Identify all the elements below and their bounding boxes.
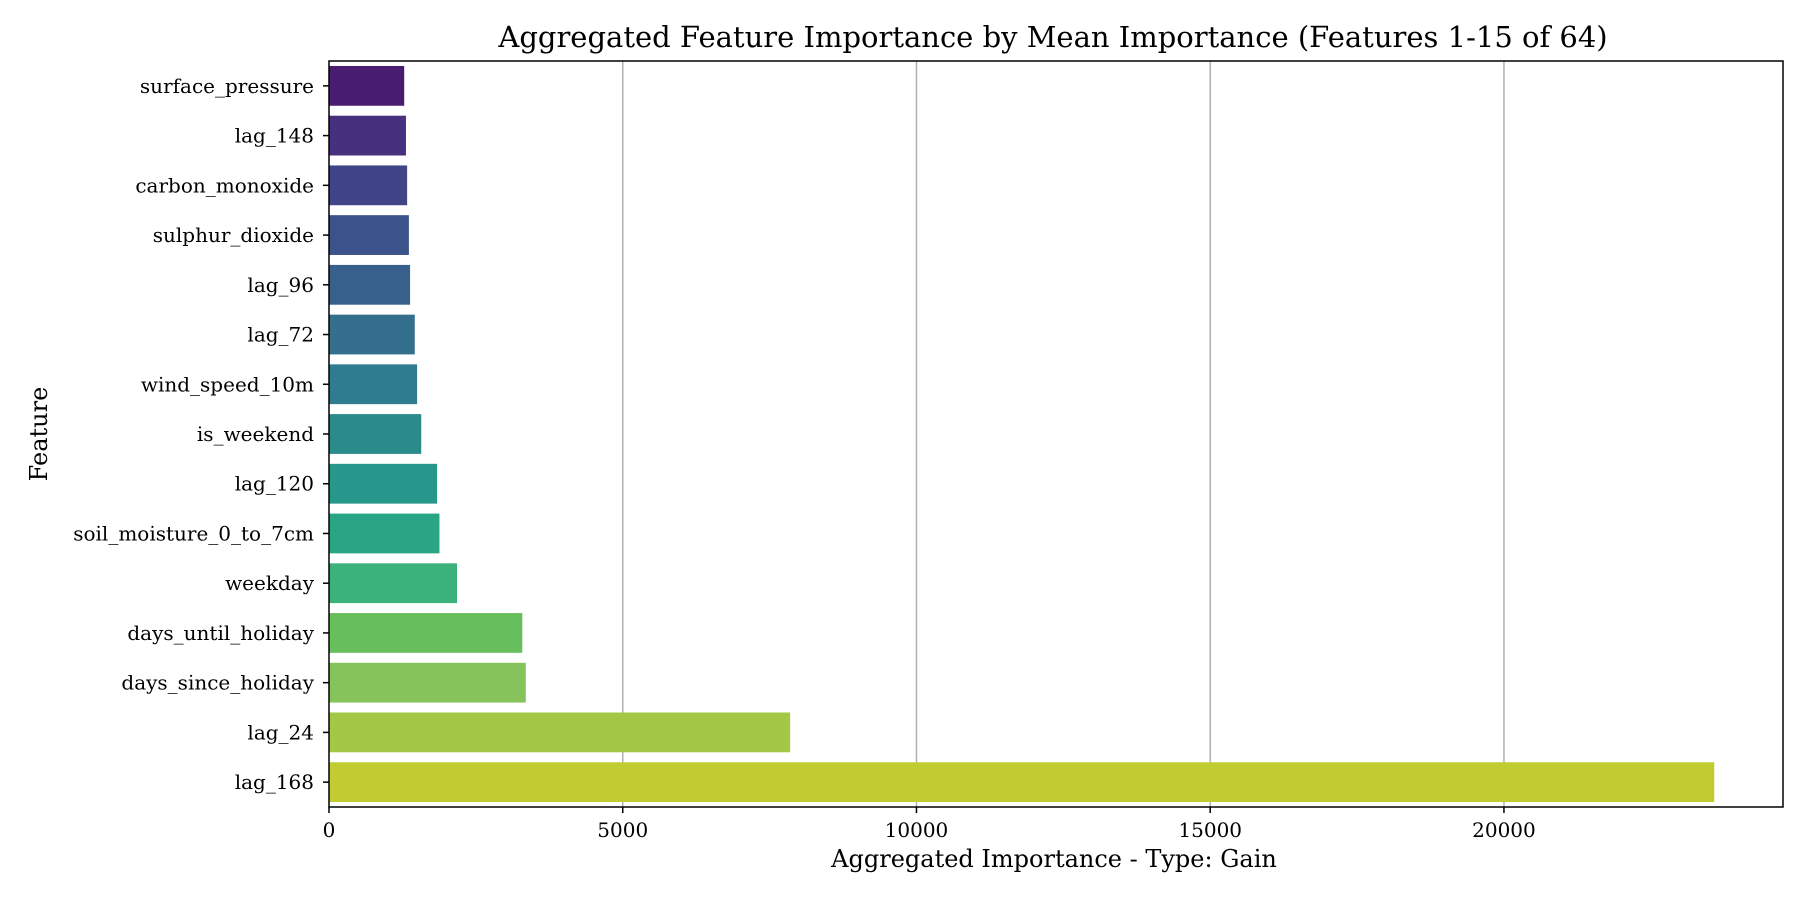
- y-category-label: lag_120: [235, 472, 314, 496]
- x-tick-label: 20000: [1472, 818, 1536, 842]
- bar-lag-72: [329, 314, 415, 355]
- y-category-label: carbon_monoxide: [135, 173, 314, 197]
- plot-frame: [328, 60, 1784, 808]
- bar-sulphur-dioxide: [329, 215, 409, 255]
- y-axis-categories: surface_pressure lag_148 carbon_monoxidesu…: [73, 74, 329, 794]
- bar-surface-pressure: [329, 65, 405, 106]
- grid-lines: [621, 61, 1505, 807]
- bar-lag-148: [329, 115, 406, 156]
- bars: [329, 65, 1715, 803]
- x-tick-label: 10000: [885, 818, 949, 842]
- y-category-label: days_since_holiday: [121, 671, 314, 695]
- bar-days-since-holiday: [329, 662, 526, 703]
- y-category-label: lag_148: [235, 124, 314, 148]
- y-category-label: wind_speed_10m: [141, 372, 314, 396]
- bar-lag-168: [329, 762, 1715, 803]
- y-category-label: lag_24: [247, 720, 314, 744]
- x-axis-label: Aggregated Importance - Type: Gain: [830, 845, 1277, 873]
- bar-is-weekend: [329, 414, 422, 454]
- y-category-label: soil_moisture_0_to_7cm: [73, 521, 314, 545]
- y-category-label: lag_72: [247, 323, 314, 347]
- y-category-label: days_until_holiday: [127, 621, 314, 645]
- bar-lag-24: [329, 712, 791, 753]
- x-tick-label: 0: [323, 818, 336, 842]
- x-tick-label: 15000: [1178, 818, 1242, 842]
- bar-lag-96: [329, 264, 411, 305]
- bar-wind-speed-10m: [329, 364, 418, 405]
- bar-weekday: [329, 563, 458, 604]
- chart-title: Aggregated Feature Importance by Mean Im…: [497, 20, 1607, 54]
- y-category-label: surface_pressure: [140, 74, 314, 98]
- y-category-label: lag_168: [235, 770, 314, 794]
- y-category-label: sulphur_dioxide: [153, 223, 314, 247]
- bar-lag-120: [329, 463, 438, 504]
- bar-days-until-holiday: [329, 613, 523, 653]
- y-category-label: is_weekend: [197, 422, 314, 446]
- y-category-label: weekday: [225, 571, 315, 595]
- x-tick-label: 5000: [597, 818, 648, 842]
- y-axis-label: Feature: [25, 387, 53, 482]
- y-category-label: lag_96: [247, 273, 314, 297]
- bar-carbon-monoxide: [329, 165, 408, 206]
- bar-soil-moisture-0-to-7cm: [329, 513, 440, 554]
- x-axis-ticks: 0 5000 10000 15000 20000: [323, 807, 1536, 842]
